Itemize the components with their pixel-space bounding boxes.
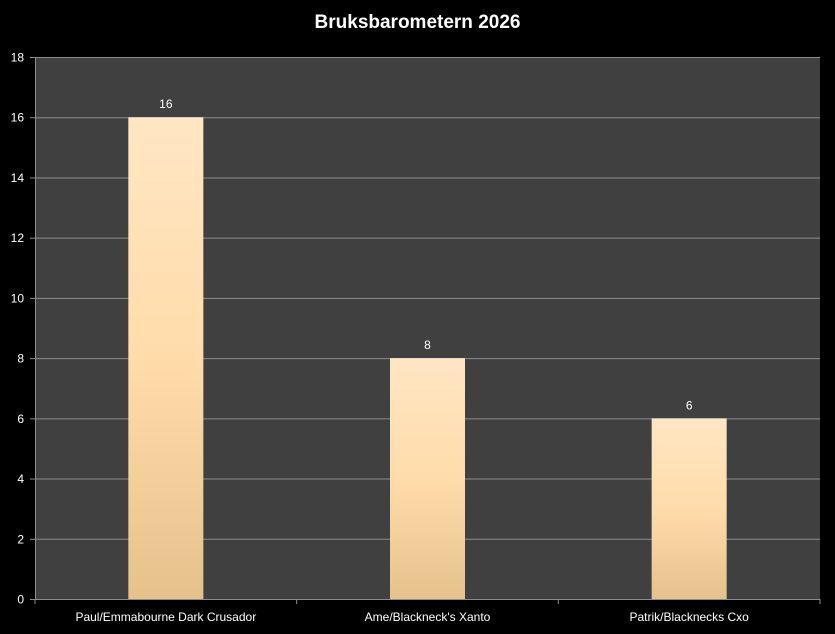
y-tick-label: 10	[11, 291, 25, 305]
x-tick-label: Paul/Emmabourne Dark Crusador	[75, 610, 256, 624]
y-tick-label: 6	[17, 412, 24, 426]
y-tick-label: 16	[11, 111, 25, 125]
y-tick-label: 8	[17, 352, 24, 366]
data-label: 8	[424, 338, 431, 352]
bar	[651, 418, 727, 599]
data-label: 6	[686, 398, 693, 412]
y-tick-label: 12	[11, 231, 25, 245]
chart-title: Bruksbarometern 2026	[314, 12, 521, 33]
bar	[128, 117, 204, 599]
y-tick-label: 0	[17, 593, 24, 607]
y-tick-label: 4	[17, 472, 24, 486]
data-label: 16	[159, 97, 173, 111]
y-tick-label: 18	[11, 51, 25, 65]
x-tick-label: Ame/Blackneck's Xanto	[365, 610, 491, 624]
x-tick-label: Patrik/Blacknecks Cxo	[629, 610, 749, 624]
bar	[390, 358, 465, 599]
y-tick-label: 2	[17, 532, 24, 546]
y-tick-label: 14	[11, 171, 25, 185]
